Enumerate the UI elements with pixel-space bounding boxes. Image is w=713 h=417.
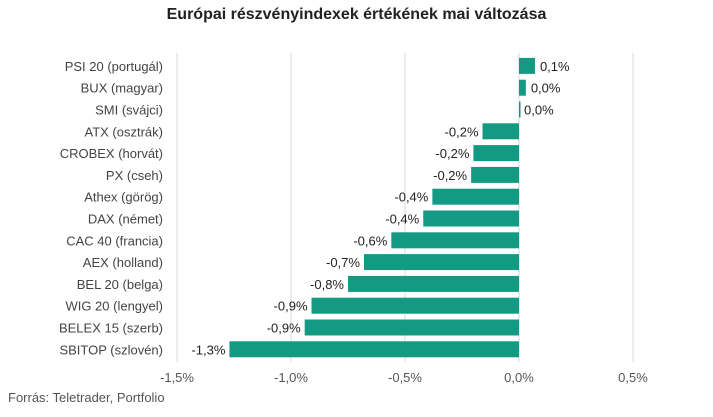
chart-title: Európai részvényindexek értékének mai vá… xyxy=(166,6,547,23)
data-label: -1,3% xyxy=(191,342,225,357)
data-label: -0,9% xyxy=(274,299,308,314)
category-label: SMI (svájci) xyxy=(95,103,163,118)
category-label: CROBEX (horvát) xyxy=(60,146,163,161)
bar xyxy=(432,188,519,205)
bar xyxy=(471,166,519,183)
category-label: Athex (görög) xyxy=(84,190,163,205)
data-label: 0,0% xyxy=(524,103,554,118)
data-label: 0,0% xyxy=(531,81,561,96)
bar xyxy=(363,254,519,271)
category-label: PSI 20 (portugál) xyxy=(65,59,163,74)
data-label: -0,2% xyxy=(445,124,479,139)
bar xyxy=(304,319,519,336)
data-label: -0,2% xyxy=(433,168,467,183)
data-label: -0,6% xyxy=(353,233,387,248)
category-label: DAX (német) xyxy=(88,212,163,227)
bar xyxy=(348,275,519,292)
data-label: 0,1% xyxy=(540,59,570,74)
bar xyxy=(519,101,521,118)
data-label: -0,4% xyxy=(394,190,428,205)
bar xyxy=(229,341,519,358)
data-label: -0,2% xyxy=(435,146,469,161)
value-labels: 0,1% 0,0% 0,0% -0,2% -0,2% -0,2% -0,4% -0,4% -0,… xyxy=(191,59,570,357)
x-tick-label: 0,0% xyxy=(504,370,534,385)
category-label: CAC 40 (francia) xyxy=(66,233,163,248)
data-label: -0,4% xyxy=(385,212,419,227)
x-tick-label: -1,5% xyxy=(160,370,194,385)
data-label: -0,9% xyxy=(267,321,301,336)
bar xyxy=(482,123,519,140)
category-label: WIG 20 (lengyel) xyxy=(65,299,163,314)
bar xyxy=(311,297,519,314)
source-note: Forrás: Teletrader, Portfolio xyxy=(8,390,165,405)
bar xyxy=(391,232,519,249)
bar xyxy=(519,57,535,74)
x-tick-label: -1,0% xyxy=(274,370,308,385)
bar xyxy=(423,210,519,227)
category-label: BELEX 15 (szerb) xyxy=(59,321,163,336)
bars xyxy=(229,57,535,358)
category-label: AEX (holland) xyxy=(83,255,163,270)
category-label: BUX (magyar) xyxy=(81,81,163,96)
category-label: PX (cseh) xyxy=(106,168,163,183)
category-label: ATX (osztrák) xyxy=(85,124,164,139)
category-label: BEL 20 (belga) xyxy=(77,277,163,292)
data-label: -0,7% xyxy=(326,255,360,270)
category-label: SBITOP (szlovén) xyxy=(59,342,163,357)
category-labels: PSI 20 (portugál) BUX (magyar) SMI (svájci… xyxy=(59,59,163,357)
x-tick-label: 0,5% xyxy=(618,370,648,385)
x-axis-ticks: -1,5% -1,0% -0,5% 0,0% 0,5% xyxy=(160,370,648,385)
x-tick-label: -0,5% xyxy=(388,370,422,385)
data-label: -0,8% xyxy=(310,277,344,292)
bar xyxy=(473,145,519,162)
bar xyxy=(519,79,526,96)
grid-lines xyxy=(176,53,634,363)
